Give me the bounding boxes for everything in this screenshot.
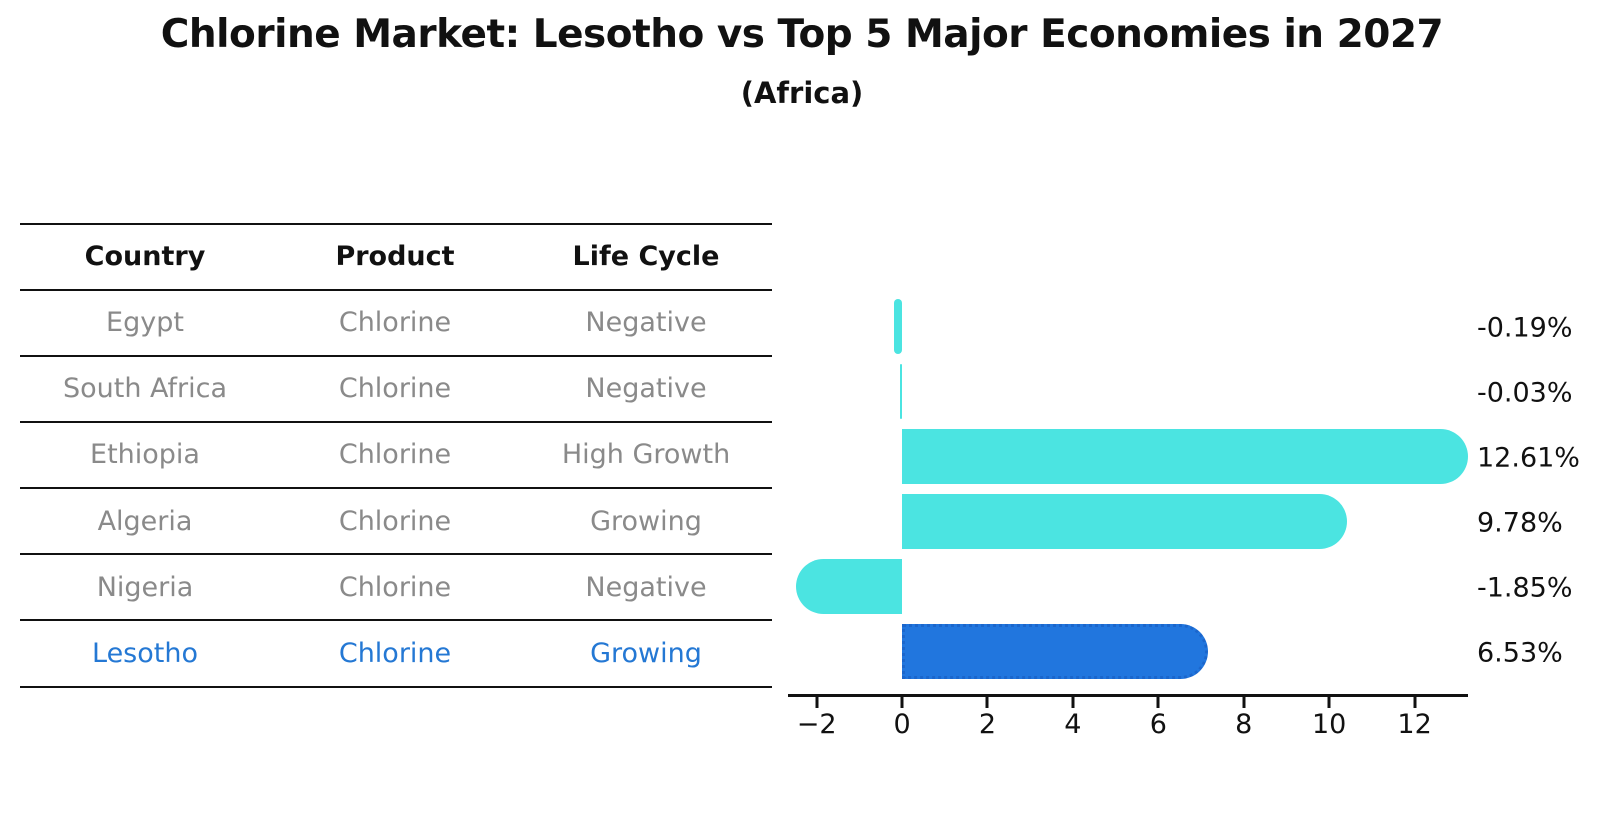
bar-value-label: -1.85%: [1477, 572, 1573, 604]
cell-country: South Africa: [62, 373, 228, 405]
x-axis-tick: [1156, 697, 1160, 708]
column-header-country: Country: [84, 241, 206, 273]
x-axis-tick-label: 4: [1064, 709, 1082, 740]
bar-value-label: 9.78%: [1477, 507, 1563, 539]
column-header-product: Product: [335, 241, 455, 273]
table-row-lesotho: Lesotho Chlorine Growing: [20, 621, 772, 688]
x-axis-tick: [1413, 697, 1417, 708]
bar-value-label: 6.53%: [1477, 637, 1563, 669]
table-row-south-africa: South Africa Chlorine Negative: [20, 357, 772, 423]
cell-country: Egypt: [106, 307, 184, 339]
table-header-row: Country Product Life Cycle: [20, 225, 772, 291]
bar-value-label: 12.61%: [1477, 442, 1580, 474]
bar-south-africa: [899, 363, 903, 419]
x-axis-tick: [1071, 697, 1075, 708]
column-header-life-cycle: Life Cycle: [572, 241, 720, 273]
x-axis-tick: [1327, 697, 1331, 708]
comparison-table: Country Product Life Cycle Egypt Chlorin…: [20, 223, 772, 688]
cell-life-cycle: Negative: [585, 307, 707, 339]
bar-egypt: [893, 298, 903, 354]
cell-product: Chlorine: [338, 439, 452, 471]
chart-title: Chlorine Market: Lesotho vs Top 5 Major …: [160, 12, 1444, 57]
cell-product: Chlorine: [338, 505, 452, 537]
x-axis-tick: [1242, 697, 1246, 708]
cell-life-cycle: Negative: [585, 571, 707, 603]
x-axis-line: [788, 694, 1468, 697]
cell-product: Chlorine: [338, 638, 452, 670]
table-row-ethiopia: Ethiopia Chlorine High Growth: [20, 423, 772, 490]
table-row-egypt: Egypt Chlorine Negative: [20, 291, 772, 357]
x-axis-tick: [900, 697, 904, 708]
bar-value-label: -0.03%: [1477, 377, 1573, 409]
x-axis-tick-label: 6: [1149, 709, 1167, 740]
bar-algeria: [902, 493, 1348, 549]
bar-ethiopia: [902, 428, 1469, 484]
cell-product: Chlorine: [338, 571, 452, 603]
cell-life-cycle: High Growth: [561, 439, 731, 471]
cell-life-cycle: Growing: [590, 638, 702, 670]
x-axis-tick-label: 8: [1235, 709, 1253, 740]
cell-country: Lesotho: [92, 638, 198, 670]
x-axis-tick-label: 2: [978, 709, 997, 740]
bar-nigeria: [795, 558, 903, 614]
x-axis-tick-label: 0: [893, 709, 911, 740]
cell-life-cycle: Negative: [585, 373, 707, 405]
x-axis-tick: [815, 697, 819, 708]
table-row-nigeria: Nigeria Chlorine Negative: [20, 555, 772, 622]
x-axis-tick-label: −2: [796, 709, 837, 740]
bar-value-label: -0.19%: [1477, 312, 1573, 344]
x-axis-tick-label: 10: [1311, 709, 1347, 740]
bar-value-labels: -0.19% -0.03% 12.61% 9.78% -1.85% 6.53%: [1477, 290, 1604, 694]
table-row-algeria: Algeria Chlorine Growing: [20, 489, 772, 556]
cell-product: Chlorine: [338, 373, 452, 405]
x-axis-tick: [985, 697, 989, 708]
cell-country: Ethiopia: [90, 439, 200, 471]
bar-lesotho: [902, 623, 1209, 679]
chart-subtitle: (Africa): [740, 76, 864, 110]
cell-country: Nigeria: [96, 571, 194, 603]
cell-life-cycle: Growing: [590, 505, 702, 537]
bar-chart: −2 0 2 4 6 8 10 12: [788, 290, 1469, 740]
cell-product: Chlorine: [338, 307, 452, 339]
cell-country: Algeria: [97, 505, 193, 537]
x-axis-tick-label: 12: [1397, 709, 1432, 740]
